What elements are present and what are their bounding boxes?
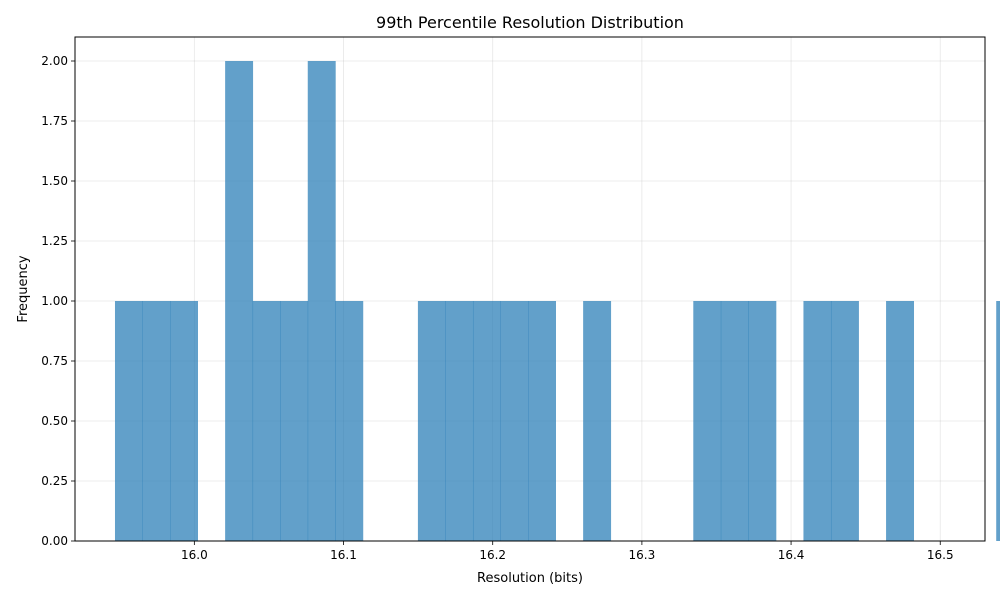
histogram-bar: [886, 301, 915, 541]
x-tick-label: 16.0: [181, 548, 208, 562]
y-tick-label: 0.25: [41, 474, 68, 488]
histogram-bar: [693, 301, 722, 541]
histogram-bar: [583, 301, 612, 541]
bars: [114, 61, 1000, 541]
histogram-bar: [528, 301, 556, 541]
y-tick-label: 0.50: [41, 414, 68, 428]
histogram-bar: [114, 301, 143, 541]
x-axis-ticks: 16.0 16.1 16.2 16.3 16.4 16.5: [181, 541, 954, 562]
histogram-bar: [720, 301, 749, 541]
y-tick-label: 1.75: [41, 114, 68, 128]
histogram-bar: [170, 301, 198, 541]
histogram-bar: [500, 301, 529, 541]
histogram-bar: [417, 301, 446, 541]
x-axis-label: Resolution (bits): [477, 571, 583, 586]
plot-frame: [74, 36, 986, 542]
y-tick-label: 1.00: [41, 294, 68, 308]
x-tick-label: 16.2: [479, 548, 506, 562]
histogram-bar: [225, 61, 254, 541]
histogram-bar: [996, 301, 1000, 541]
histogram-bar: [335, 301, 364, 541]
y-tick-label: 2.00: [41, 54, 68, 68]
histogram-bar: [445, 301, 474, 541]
y-tick-label: 0.00: [41, 534, 68, 548]
histogram-bar: [307, 61, 336, 541]
y-tick-label: 1.25: [41, 234, 68, 248]
y-axis-label: Frequency: [16, 255, 31, 322]
histogram-bar: [142, 301, 171, 541]
histogram-bar: [472, 301, 501, 541]
histogram-bar: [830, 301, 859, 541]
x-tick-label: 16.4: [778, 548, 805, 562]
chart-title: 99th Percentile Resolution Distribution: [376, 13, 684, 32]
x-tick-label: 16.1: [330, 548, 357, 562]
y-tick-label: 0.75: [41, 354, 68, 368]
histogram-bar: [280, 301, 309, 541]
x-tick-label: 16.3: [629, 548, 656, 562]
y-axis-ticks: 0.00 0.25 0.50 0.75 1.00 1.25 1.50 1.75 2.00: [41, 54, 75, 548]
histogram-bar: [803, 301, 832, 541]
histogram-bar: [748, 301, 777, 541]
y-tick-label: 1.50: [41, 174, 68, 188]
x-tick-label: 16.5: [927, 548, 954, 562]
histogram-bar: [252, 301, 281, 541]
